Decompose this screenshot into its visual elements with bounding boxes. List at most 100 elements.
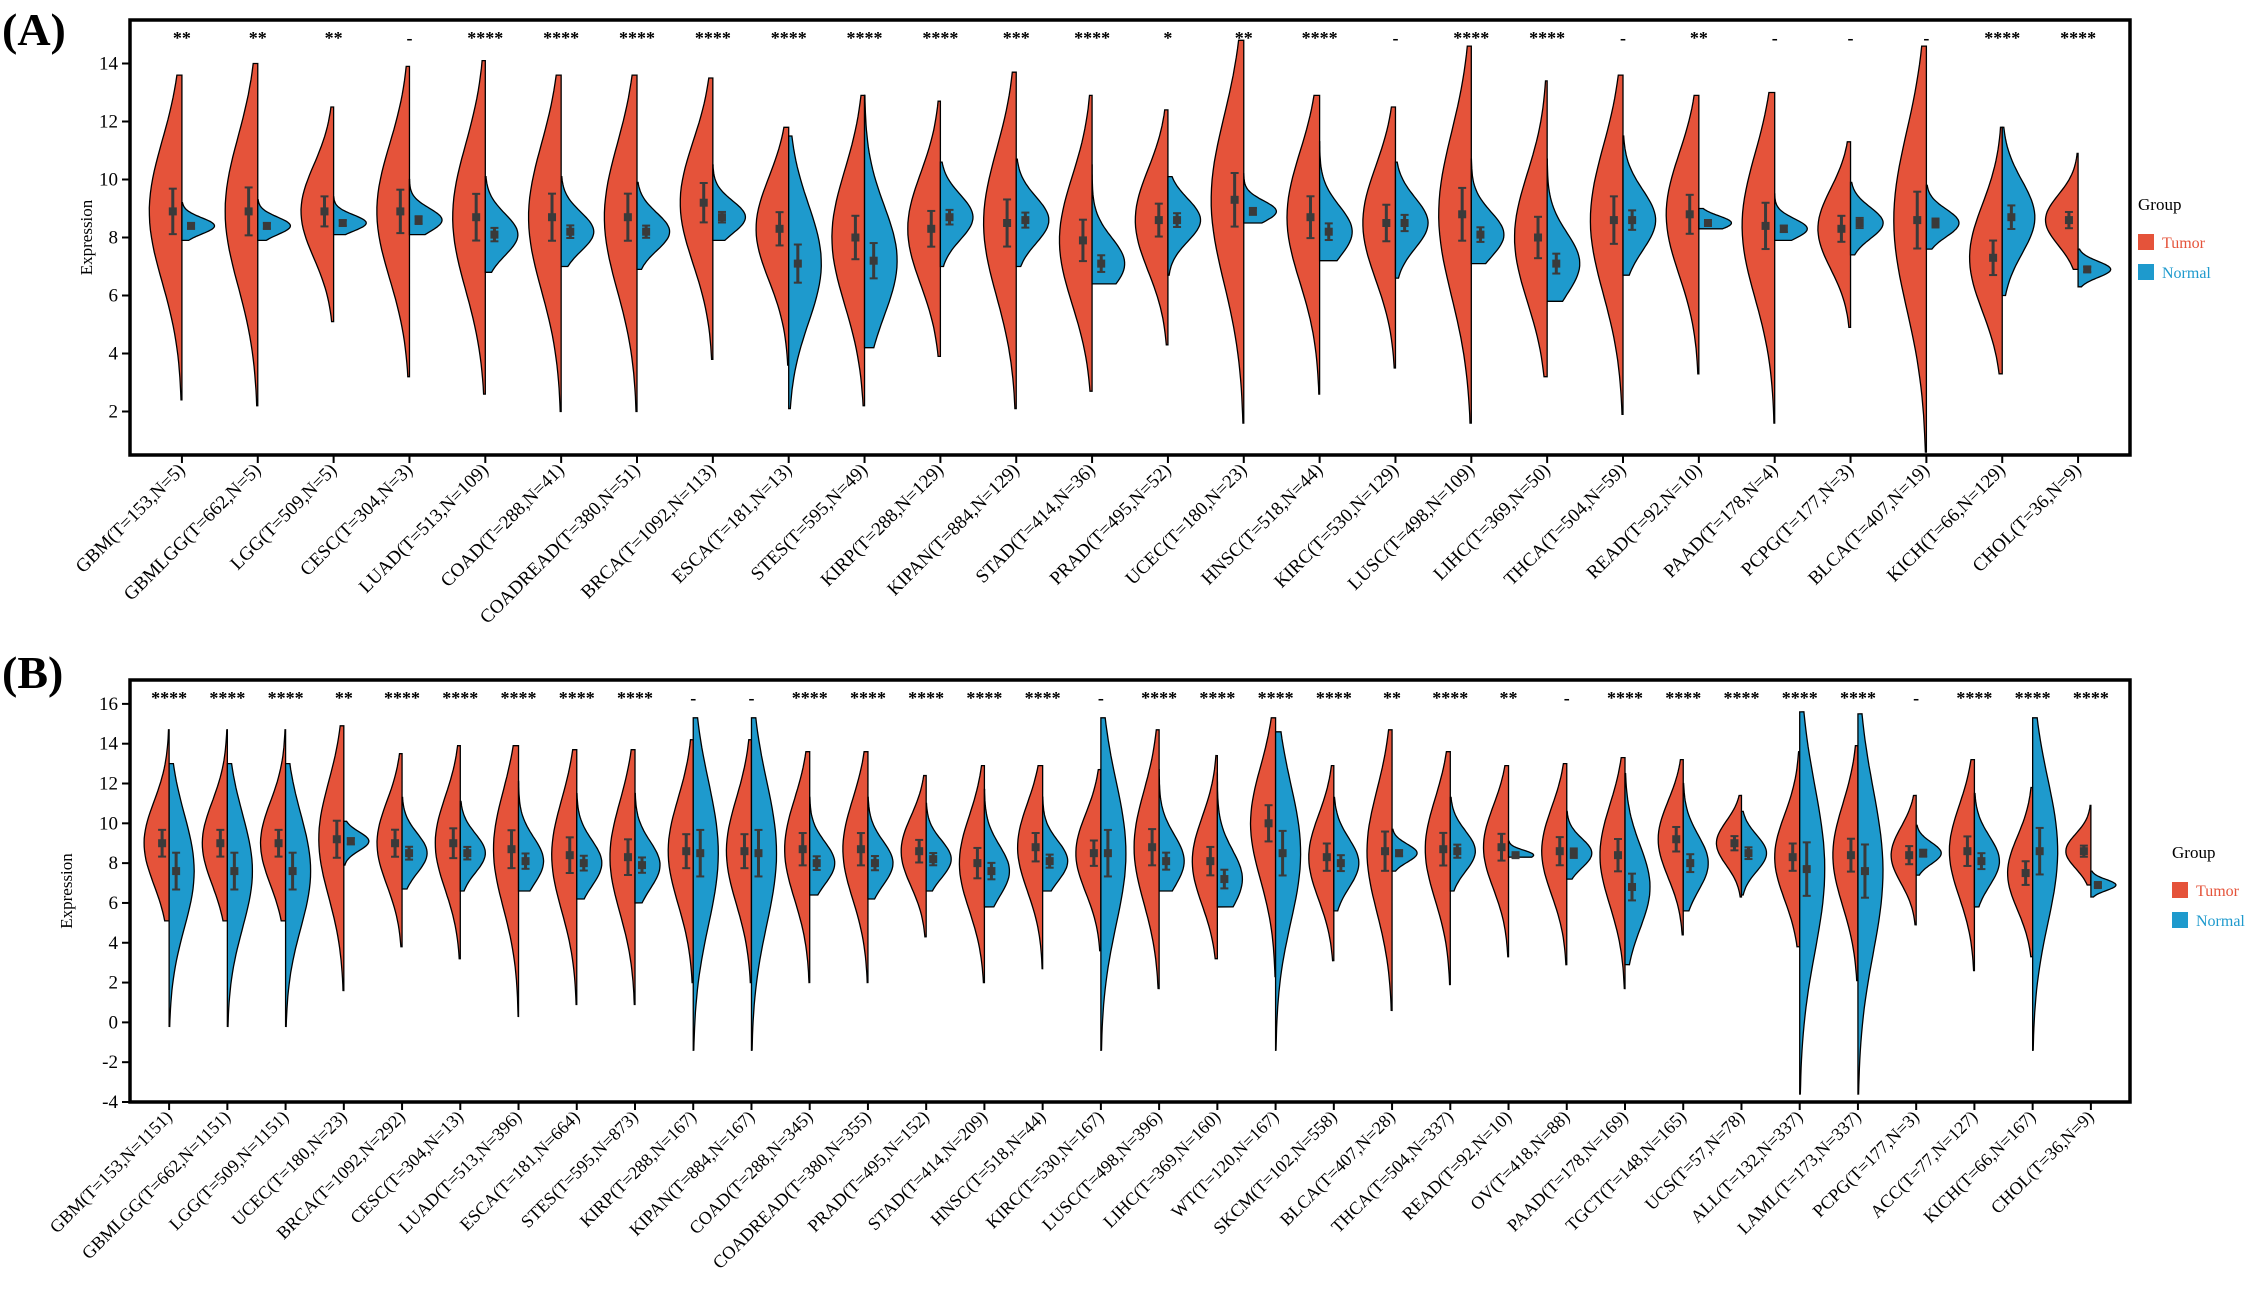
median-marker bbox=[623, 838, 632, 876]
median-marker bbox=[775, 211, 784, 247]
median-marker bbox=[1703, 219, 1712, 227]
violin-tumor-kich bbox=[1968, 126, 2003, 375]
violin-normal-paad bbox=[1624, 772, 1651, 966]
y-tick-label: 4 bbox=[109, 344, 119, 365]
violin-normal-brca bbox=[712, 164, 747, 242]
median-marker bbox=[548, 192, 557, 242]
violin-normal-blca bbox=[1925, 184, 1960, 250]
y-tick-label: -2 bbox=[102, 1052, 118, 1073]
median-marker bbox=[1919, 848, 1928, 858]
median-marker bbox=[1324, 222, 1333, 242]
violin-normal-ucec bbox=[1243, 173, 1278, 224]
legend-entry-tumor: Tumor bbox=[2196, 883, 2240, 900]
median-marker bbox=[521, 852, 530, 870]
significance-label: **** bbox=[619, 28, 655, 48]
violin-normal-coadread bbox=[867, 796, 894, 900]
median-marker bbox=[1552, 252, 1561, 275]
significance-label: - bbox=[1772, 28, 1778, 48]
legend: Group Tumor Normal bbox=[2172, 843, 2245, 930]
median-marker bbox=[915, 838, 924, 864]
median-marker bbox=[1609, 195, 1618, 245]
median-marker bbox=[851, 214, 860, 261]
median-marker bbox=[172, 851, 181, 891]
violin-normal-chol bbox=[2077, 248, 2112, 288]
median-marker bbox=[623, 192, 632, 242]
median-marker bbox=[699, 182, 708, 224]
violin-normal-stes bbox=[863, 94, 898, 349]
median-marker bbox=[856, 832, 865, 867]
x-tick-label: COADREAD(T=380,N=51) bbox=[476, 460, 644, 628]
median-marker bbox=[288, 851, 297, 891]
violin-tumor-ucec bbox=[318, 725, 345, 992]
significance-label: ** bbox=[325, 28, 343, 48]
significance-label: **** bbox=[1840, 688, 1876, 708]
median-marker bbox=[1837, 214, 1846, 243]
median-marker bbox=[414, 215, 423, 225]
significance-label: **** bbox=[695, 28, 731, 48]
legend-entry-tumor: Tumor bbox=[2162, 235, 2206, 252]
y-tick-label: 14 bbox=[99, 54, 119, 75]
median-marker bbox=[579, 854, 588, 872]
median-marker bbox=[490, 226, 499, 243]
x-tick-label: BRCA(T=1092,N=113) bbox=[577, 460, 720, 603]
violin-tumor-kirp bbox=[667, 739, 694, 984]
violin-tumor-stad bbox=[958, 764, 986, 984]
violin-normal-kipan bbox=[1015, 158, 1050, 268]
median-marker bbox=[396, 188, 405, 235]
median-marker bbox=[1672, 825, 1681, 853]
violin-tumor-thca bbox=[1589, 74, 1624, 416]
violin-tumor-paad bbox=[1599, 756, 1626, 990]
legend-entry-normal: Normal bbox=[2162, 265, 2211, 282]
violin-tumor-hnsc bbox=[1016, 764, 1044, 970]
median-marker bbox=[1220, 868, 1229, 890]
median-marker bbox=[1497, 832, 1506, 862]
violin-normal-thca bbox=[1449, 796, 1476, 892]
violin-normal-kipan bbox=[750, 717, 778, 1051]
significance-label: **** bbox=[2073, 688, 2109, 708]
median-marker bbox=[566, 224, 575, 239]
violin-normal-gbmlgg bbox=[226, 762, 254, 1028]
median-marker bbox=[740, 833, 749, 870]
violin-tumor-read bbox=[1665, 94, 1700, 375]
median-marker bbox=[798, 832, 807, 867]
violin-tumor-coad bbox=[784, 751, 811, 984]
median-marker bbox=[1989, 239, 1998, 277]
median-marker bbox=[1154, 202, 1163, 238]
x-tick-label: READ(T=92,N=10) bbox=[1398, 1107, 1516, 1225]
violin-normal-lusc bbox=[1470, 158, 1505, 265]
x-tick-label: ACC(T=77,N=127) bbox=[1866, 1107, 1982, 1223]
significance-label: **** bbox=[1453, 28, 1489, 48]
y-tick-label: 2 bbox=[109, 973, 119, 994]
significance-label: **** bbox=[2015, 688, 2051, 708]
y-tick-label: 4 bbox=[109, 933, 119, 954]
violin-normal-lusc bbox=[1158, 768, 1185, 892]
panel-label: (B) bbox=[2, 647, 63, 698]
violin-normal-tgct bbox=[1682, 782, 1709, 912]
median-marker bbox=[1913, 190, 1922, 250]
violin-tumor-lusc bbox=[1133, 729, 1160, 990]
panel-label: (A) bbox=[2, 4, 66, 55]
x-tick-label: GBMLGG(T=662,N=5) bbox=[120, 460, 265, 605]
violin-tumor-chol bbox=[2065, 804, 2092, 886]
violin-tumor-lusc bbox=[1438, 45, 1472, 424]
legend: Group Tumor Normal bbox=[2138, 195, 2211, 282]
violin-normal-lgg bbox=[332, 196, 367, 236]
median-marker bbox=[1686, 853, 1695, 874]
median-marker bbox=[927, 209, 936, 248]
legend-title: Group bbox=[2138, 195, 2181, 214]
significance-label: **** bbox=[792, 688, 828, 708]
median-marker bbox=[1613, 838, 1622, 873]
y-tick-label: -4 bbox=[102, 1092, 118, 1113]
violin-tumor-esca bbox=[755, 126, 790, 366]
significance-label: ** bbox=[335, 688, 353, 708]
median-marker bbox=[2035, 826, 2044, 876]
median-marker bbox=[449, 827, 458, 860]
median-marker bbox=[1103, 828, 1112, 878]
violin-normal-paad bbox=[1774, 193, 1808, 242]
median-marker bbox=[1855, 216, 1864, 230]
x-tick-label: KIPAN(T=884,N=129) bbox=[883, 460, 1023, 600]
median-marker bbox=[2079, 844, 2088, 858]
median-marker bbox=[869, 242, 878, 280]
median-marker bbox=[2021, 860, 2030, 886]
